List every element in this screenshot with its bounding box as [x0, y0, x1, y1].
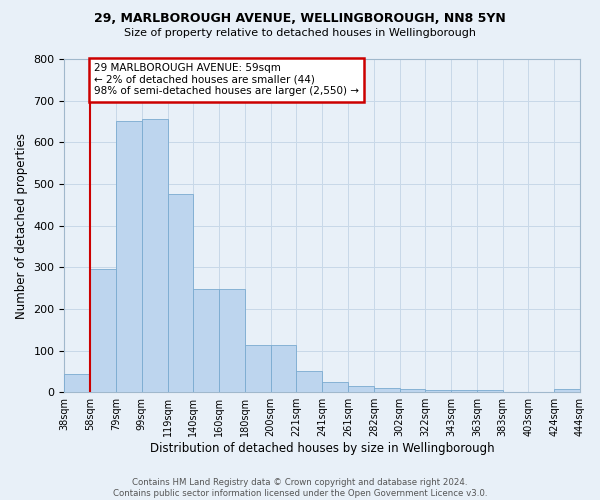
Y-axis label: Number of detached properties: Number of detached properties [15, 132, 28, 318]
Bar [142, 120, 167, 392]
Bar [193, 289, 219, 392]
Bar [554, 389, 580, 392]
Bar [245, 345, 271, 392]
Bar [64, 374, 90, 392]
Bar [425, 390, 451, 392]
Bar [116, 122, 142, 392]
Text: 29 MARLBOROUGH AVENUE: 59sqm
← 2% of detached houses are smaller (44)
98% of sem: 29 MARLBOROUGH AVENUE: 59sqm ← 2% of det… [94, 63, 359, 96]
Bar [167, 194, 193, 392]
Bar [451, 390, 477, 392]
Bar [296, 372, 322, 392]
Bar [477, 390, 503, 392]
Bar [348, 386, 374, 392]
X-axis label: Distribution of detached houses by size in Wellingborough: Distribution of detached houses by size … [150, 442, 494, 455]
Bar [90, 270, 116, 392]
Text: Size of property relative to detached houses in Wellingborough: Size of property relative to detached ho… [124, 28, 476, 38]
Bar [400, 389, 425, 392]
Text: 29, MARLBOROUGH AVENUE, WELLINGBOROUGH, NN8 5YN: 29, MARLBOROUGH AVENUE, WELLINGBOROUGH, … [94, 12, 506, 26]
Bar [271, 345, 296, 392]
Text: Contains HM Land Registry data © Crown copyright and database right 2024.
Contai: Contains HM Land Registry data © Crown c… [113, 478, 487, 498]
Bar [322, 382, 348, 392]
Bar [219, 289, 245, 392]
Bar [374, 388, 400, 392]
